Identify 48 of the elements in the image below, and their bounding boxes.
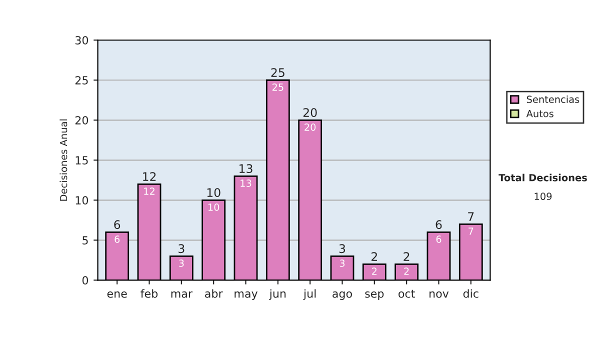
y-tick-label: 10 [76,196,88,205]
x-tick-label: nov [430,291,449,298]
legend-label: Sentencias [526,95,580,104]
y-axis-title: Decisiones Anual [60,119,68,201]
data-label: 25 [272,84,284,91]
data-label: 2 [404,268,409,275]
x-tick-label: abr [205,289,223,298]
data-label: 6 [114,236,120,243]
data-label: 3 [179,260,184,267]
x-tick-label: jul [303,289,316,300]
total-label: 12 [143,172,156,181]
x-tick-label: jun [269,289,286,300]
text: 109 [534,192,552,200]
x-tick-label: oct [398,290,415,298]
data-label: 2 [372,268,377,275]
data-label: 7 [468,228,474,235]
total-label: 7 [468,212,474,221]
x-tick-label: may [234,291,258,300]
y-tick-label: 20 [75,116,88,125]
y-tick-label: 0 [82,276,88,285]
total-label: 2 [372,252,377,261]
data-label: 12 [144,188,154,195]
total-label: 25 [271,68,284,78]
y-tick-label: 25 [75,76,88,85]
total-label: 3 [178,244,184,254]
total-label: 10 [207,188,220,198]
total-label: 6 [436,220,442,230]
data-label: 13 [240,180,252,187]
data-label: 20 [304,124,316,131]
x-tick-label: dic [463,289,478,298]
text: Total Decisiones [498,174,587,182]
total-label: 6 [114,220,120,230]
x-tick-label: sep [365,291,384,300]
data-label: 6 [436,236,442,243]
data-label: 3 [340,260,345,267]
x-tick-label: mar [171,291,193,298]
total-label: 2 [404,252,410,261]
y-tick-label: 5 [82,236,88,245]
x-tick-label: ene [107,291,127,298]
total-label: 13 [240,164,252,174]
total-label: 20 [303,108,317,118]
x-tick-label: ago [332,291,352,300]
y-tick-label: 30 [75,36,88,44]
x-tick-label: feb [140,289,158,298]
legend-label: Autos [526,110,554,118]
total-label: 3 [339,244,346,254]
y-tick-label: 15 [76,156,88,165]
data-label: 10 [208,204,220,211]
